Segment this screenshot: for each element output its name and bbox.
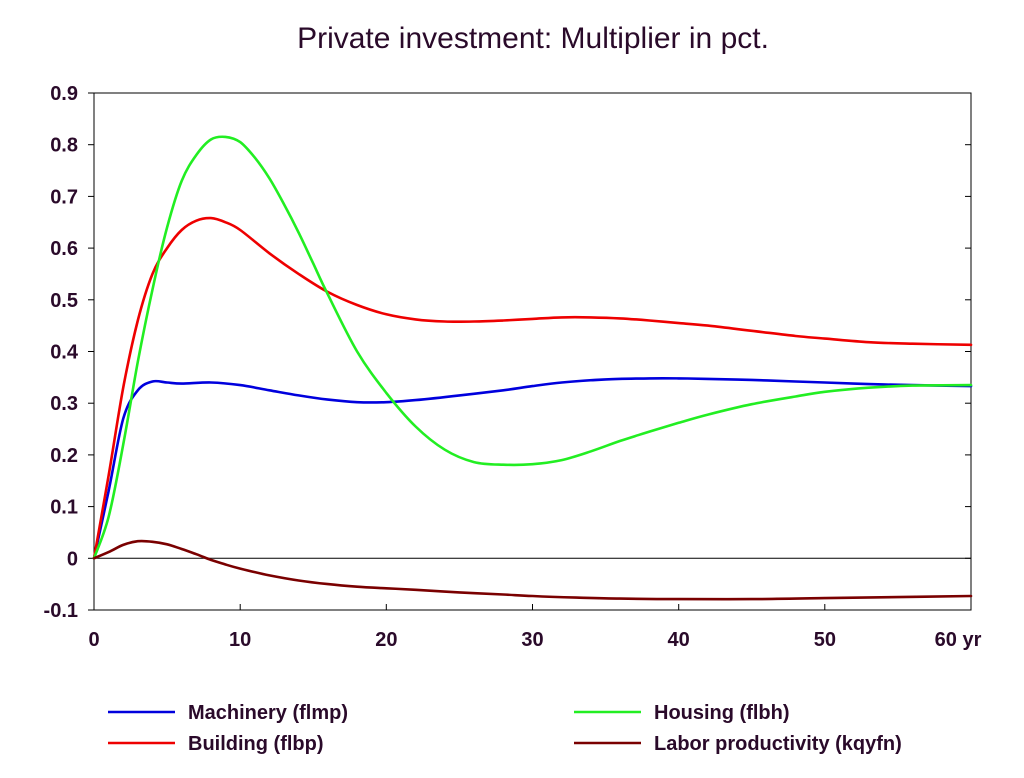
y-tick-label: 0.1 (50, 497, 78, 519)
y-tick-label: 0.9 (50, 83, 78, 105)
axis-ticks (88, 92, 972, 611)
x-tick-label: 50 (814, 629, 836, 651)
plot-frame (93, 92, 972, 611)
x-axis-tick-labels: 0 10 20 30 40 50 60 yr (88, 629, 981, 651)
legend-label-0: Machinery (flmp) (188, 702, 348, 724)
series-layer (92, 135, 973, 601)
y-tick-label: 0.2 (50, 445, 78, 467)
y-axis-tick-labels: -0.1 0 0.1 0.2 0.3 0.4 0.5 0.6 0.7 0.8 0.9 (44, 83, 79, 622)
legend-label-2: Housing (flbh) (654, 702, 790, 724)
series-line-1 (92, 216, 973, 560)
y-tick-label: 0.8 (50, 135, 78, 157)
x-tick-label: 40 (668, 629, 690, 651)
x-tick-label: 10 (229, 629, 251, 651)
legend-label-1: Building (flbp) (188, 733, 324, 755)
series-line-0 (92, 376, 973, 560)
x-tick-label: 60 yr (935, 629, 982, 651)
y-tick-label: 0.6 (50, 238, 78, 260)
legend-label-3: Labor productivity (kqyfn) (654, 733, 902, 755)
y-tick-label: 0.4 (50, 342, 79, 364)
legend: Machinery (flmp) Building (flbp) Housing (… (108, 702, 902, 755)
series-line-3 (92, 539, 973, 601)
chart-title: Private investment: Multiplier in pct. (297, 22, 769, 55)
x-tick-label: 20 (375, 629, 397, 651)
y-tick-label: 0.5 (50, 290, 78, 312)
series-line-2 (92, 135, 973, 560)
y-tick-label: -0.1 (44, 600, 78, 622)
y-tick-label: 0.7 (50, 186, 78, 208)
y-tick-label: 0.3 (50, 393, 78, 415)
x-tick-label: 30 (521, 629, 543, 651)
x-tick-label: 0 (88, 629, 99, 651)
y-tick-label: 0 (67, 548, 78, 570)
